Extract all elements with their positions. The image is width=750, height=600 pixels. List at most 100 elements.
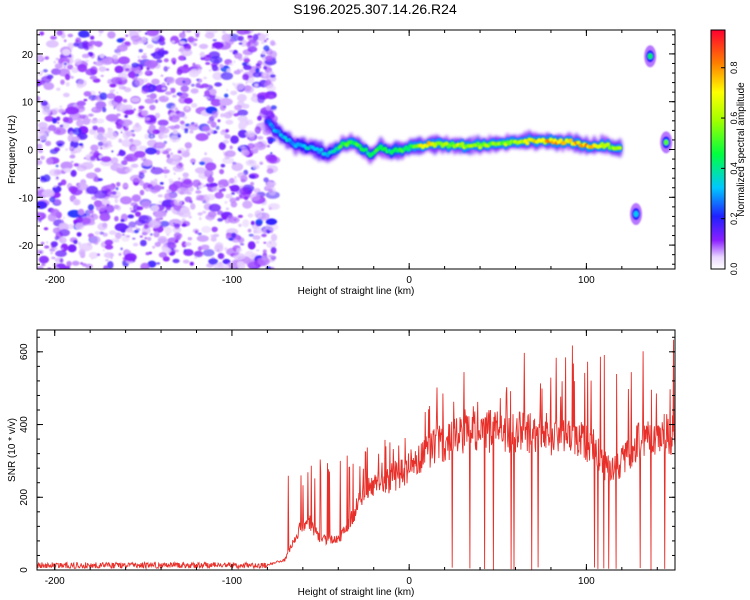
main-track bbox=[264, 112, 623, 165]
noise-blob bbox=[122, 98, 128, 103]
noise-blob bbox=[56, 30, 63, 36]
noise-blob bbox=[266, 38, 269, 40]
noise-blob bbox=[221, 187, 226, 192]
noise-blob bbox=[54, 63, 63, 69]
noise-blob bbox=[173, 232, 182, 239]
x-tick-label: 0 bbox=[406, 576, 412, 587]
noise-blob bbox=[223, 111, 233, 119]
colorbar-gradient bbox=[711, 30, 725, 269]
noise-blob bbox=[261, 50, 266, 55]
noise-blob bbox=[76, 100, 86, 107]
noise-blob bbox=[229, 197, 237, 204]
noise-blob bbox=[82, 118, 91, 125]
noise-blob bbox=[178, 32, 186, 39]
noise-blob bbox=[189, 130, 194, 134]
noise-blob bbox=[163, 166, 167, 169]
noise-blob bbox=[233, 70, 241, 75]
noise-blob bbox=[153, 178, 158, 184]
noise-blob bbox=[143, 53, 147, 56]
track-core-blob bbox=[548, 137, 554, 142]
noise-blob bbox=[207, 211, 217, 218]
noise-blob bbox=[228, 62, 234, 66]
noise-blob bbox=[247, 241, 256, 250]
noise-blob bbox=[196, 235, 209, 242]
noise-blob bbox=[147, 236, 152, 241]
noise-blob bbox=[44, 245, 50, 249]
noise-blob bbox=[262, 249, 267, 254]
noise-blob bbox=[91, 119, 98, 124]
noise-blob bbox=[266, 144, 270, 148]
noise-blob bbox=[263, 241, 267, 244]
noise-blob bbox=[98, 231, 105, 235]
noise-blob bbox=[92, 107, 97, 111]
noise-blob bbox=[117, 80, 123, 85]
track-core-blob bbox=[363, 147, 369, 152]
noise-blob bbox=[218, 142, 226, 151]
noise-blob bbox=[59, 124, 64, 128]
noise-blob bbox=[201, 83, 209, 88]
noise-blob bbox=[231, 232, 237, 239]
noise-blob bbox=[252, 71, 262, 78]
noise-blob bbox=[37, 143, 43, 150]
y-axis-label: SNR (10 * v/v) bbox=[7, 418, 18, 482]
noise-blob bbox=[79, 114, 86, 119]
noise-blob bbox=[225, 129, 229, 133]
track-core-blob bbox=[267, 119, 272, 124]
noise-blob bbox=[63, 39, 67, 43]
noise-blob bbox=[166, 189, 172, 193]
snr-chart: -200 -100 0 100 0 200 400 600 Height of straight… bbox=[7, 329, 676, 598]
noise-blob bbox=[176, 69, 183, 76]
noise-blob bbox=[118, 150, 126, 157]
track-core-blob bbox=[475, 141, 481, 146]
noise-blob bbox=[77, 185, 81, 188]
noise-blob bbox=[238, 223, 242, 227]
noise-blob bbox=[122, 183, 129, 188]
noise-blob bbox=[240, 243, 245, 246]
track-core-blob bbox=[558, 138, 563, 143]
noise-blob bbox=[167, 126, 171, 129]
noise-blob bbox=[153, 184, 162, 191]
noise-blob bbox=[37, 54, 44, 62]
noise-blob bbox=[181, 241, 187, 248]
noise-blob bbox=[252, 235, 261, 240]
noise-blob bbox=[98, 30, 104, 34]
noise-blob bbox=[121, 236, 130, 242]
noise-blob bbox=[143, 224, 149, 230]
noise-blob bbox=[98, 66, 107, 72]
noise-blob bbox=[220, 163, 226, 168]
noise-blob bbox=[63, 167, 72, 173]
noise-blob bbox=[210, 236, 217, 242]
noise-blob bbox=[257, 33, 261, 36]
noise-blob bbox=[80, 162, 94, 170]
noise-blob bbox=[204, 152, 207, 156]
noise-blob bbox=[231, 192, 235, 195]
noise-blob bbox=[111, 150, 114, 153]
y-axis-label: Frequency (Hz) bbox=[7, 115, 18, 184]
noise-blob bbox=[171, 40, 175, 43]
noise-blob bbox=[164, 226, 172, 235]
noise-blob bbox=[224, 201, 228, 204]
noise-blob bbox=[246, 41, 251, 48]
noise-blob bbox=[190, 203, 196, 210]
noise-blob bbox=[63, 62, 67, 66]
noise-blob bbox=[138, 105, 145, 110]
colorbar-tick-label: 0.8 bbox=[729, 61, 739, 74]
noise-blob bbox=[49, 196, 56, 203]
noise-blob bbox=[172, 60, 176, 65]
noise-blob bbox=[269, 266, 275, 269]
noise-blob bbox=[46, 157, 54, 165]
noise-blob bbox=[217, 218, 224, 222]
noise-blob bbox=[184, 129, 189, 134]
noise-blob bbox=[115, 187, 119, 191]
noise-blob bbox=[159, 40, 166, 46]
noise-blob bbox=[157, 119, 169, 127]
noise-blob bbox=[82, 217, 91, 225]
noise-blob bbox=[147, 260, 157, 268]
noise-blob bbox=[106, 203, 110, 206]
noise-blob bbox=[261, 255, 269, 261]
signal-blob-core bbox=[647, 53, 653, 60]
noise-blob bbox=[207, 176, 215, 183]
noise-blob bbox=[127, 214, 135, 219]
noise-blob bbox=[55, 250, 67, 257]
noise-blob bbox=[46, 241, 49, 244]
